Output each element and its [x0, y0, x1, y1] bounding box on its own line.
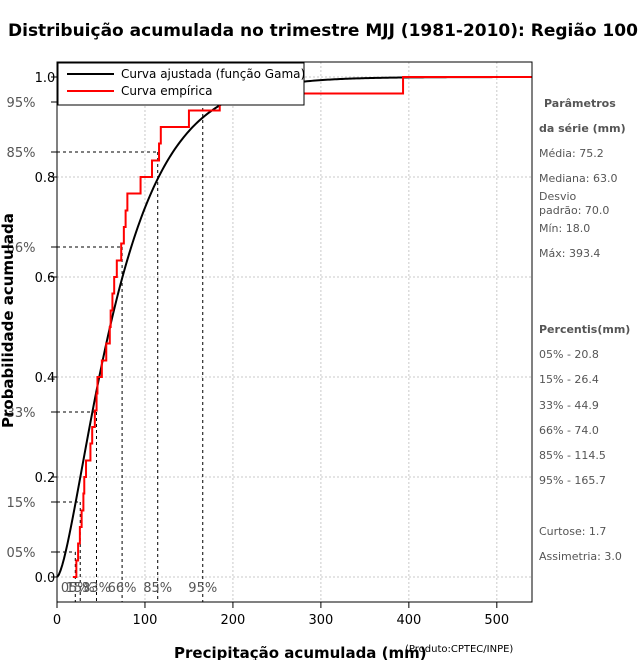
stat-desvio-2: padrão: 70.0 [539, 204, 609, 217]
legend-label-gamma: Curva ajustada (função Gama) [121, 67, 305, 81]
y-tick-label: 1.0 [35, 71, 56, 86]
legend-label-empirical: Curva empírica [121, 84, 212, 98]
grid [56, 62, 532, 602]
y-pct-label: 95% [7, 96, 36, 111]
x-tick-label: 0 [53, 613, 61, 628]
y-pct-label: 85% [7, 146, 36, 161]
y-tick-label: 0.6 [35, 271, 56, 286]
gamma-curve [56, 76, 532, 578]
empirical-curve [72, 76, 532, 578]
x-pct-label: 33% [82, 581, 111, 596]
stat-min: Mín: 18.0 [539, 222, 590, 235]
stats-panel: Parâmetros da série (mm) Média: 75.2 Med… [539, 97, 630, 563]
percentil-05: 05% - 20.8 [539, 348, 599, 361]
y-tick-label: 0.4 [35, 371, 56, 386]
percentil-95: 95% - 165.7 [539, 474, 606, 487]
y-tick-label: 0.2 [35, 471, 56, 486]
x-pct-label: 95% [188, 581, 217, 596]
x-pct-label: 15% [66, 581, 95, 596]
percentil-85: 85% - 114.5 [539, 449, 606, 462]
legend: Curva ajustada (função Gama) Curva empír… [57, 62, 305, 106]
percentil-15: 15% - 26.4 [539, 373, 599, 386]
stat-mediana: Mediana: 63.0 [539, 172, 617, 185]
x-pct-label: 05% [61, 581, 90, 596]
x-percentile-labels: 05%15%33%66% 85% 95% [61, 581, 217, 596]
y-tick-label: 0.0 [35, 571, 56, 586]
x-tick-label: 100 [133, 613, 158, 628]
stat-max: Máx: 393.4 [539, 247, 600, 260]
x-tick-label: 300 [308, 613, 333, 628]
series-group [56, 76, 532, 578]
x-axis-label: Precipitação acumulada (mm) [174, 644, 427, 660]
y-pct-label: 66% [7, 241, 36, 256]
percentil-33: 33% - 44.9 [539, 399, 599, 412]
y-tick-label: 0.8 [35, 171, 56, 186]
stat-curtose: Curtose: 1.7 [539, 525, 606, 538]
credit-text: (Produto:CPTEC/INPE) [405, 644, 513, 655]
percentis-heading: Percentis(mm) [539, 323, 630, 336]
percentil-66: 66% - 74.0 [539, 424, 599, 437]
stat-assimetria: Assimetria: 3.0 [539, 550, 622, 563]
y-pct-label: 33% [7, 406, 36, 421]
y-axis-label: Probabilidade acumulada [0, 213, 17, 428]
legend-box [57, 62, 305, 106]
stat-media: Média: 75.2 [539, 147, 604, 160]
y-pct-label: 05% [7, 546, 36, 561]
x-pct-label: 66% [108, 581, 137, 596]
x-tick-label: 200 [221, 613, 246, 628]
stat-desvio-1: Desvio [539, 190, 577, 203]
stats-heading-1: Parâmetros [544, 97, 616, 110]
stats-heading-2: da série (mm) [539, 122, 626, 135]
x-pct-label: 85% [143, 581, 172, 596]
x-tick-label: 500 [484, 613, 509, 628]
x-tick-label: 400 [396, 613, 421, 628]
y-axis: 0.0 0.2 0.4 0.6 0.8 1.0 [35, 71, 57, 586]
y-percentile-labels: 05% 15% 33% 66% 85% 95% [7, 96, 57, 561]
x-axis: 0 100 200 300 400 500 [53, 602, 509, 628]
chart-title: Distribuição acumulada no trimestre MJJ … [8, 21, 638, 41]
plot-frame [56, 61, 533, 603]
y-pct-label: 15% [7, 496, 36, 511]
